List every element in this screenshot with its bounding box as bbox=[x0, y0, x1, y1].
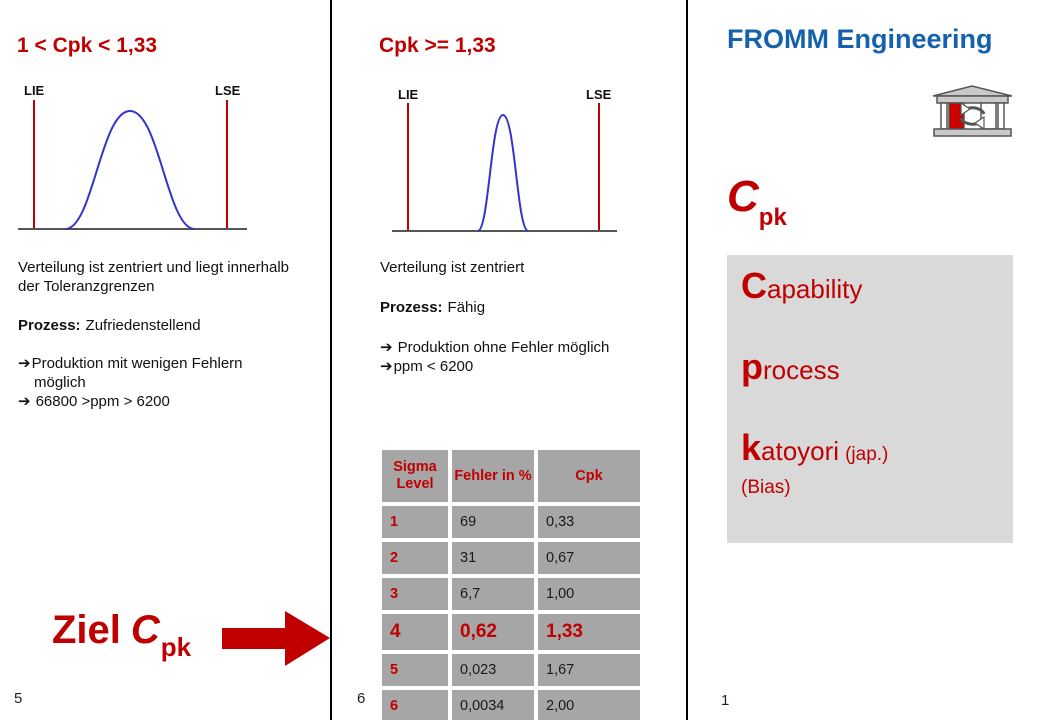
cell-fehler: 31 bbox=[452, 542, 534, 574]
process-label: Prozess: bbox=[380, 299, 443, 316]
cell-cpk: 1,33 bbox=[538, 614, 640, 650]
cell-sigma: 3 bbox=[382, 578, 448, 610]
slide-divider bbox=[686, 0, 688, 720]
cell-cpk: 0,67 bbox=[538, 542, 640, 574]
arrow-bullet-icon: ➔ bbox=[18, 355, 31, 372]
cpk-subscript: pk bbox=[758, 203, 787, 231]
bell-curve bbox=[65, 109, 195, 230]
cell-fehler: 0,62 bbox=[452, 614, 534, 650]
page-number: 1 bbox=[721, 692, 730, 709]
cell-sigma: 4 bbox=[382, 614, 448, 650]
bullet-line: ➔ppm < 6200 bbox=[380, 357, 609, 376]
arrow-bullet-icon: ➔ bbox=[380, 339, 393, 356]
right-arrow-icon bbox=[222, 611, 330, 666]
sigma-table: Sigma Level Fehler in % Cpk 1 69 0,33 2 … bbox=[378, 446, 644, 720]
arrow-bullet-icon: ➔ bbox=[18, 393, 31, 410]
bullet-line: ➔ Produktion ohne Fehler möglich bbox=[380, 338, 609, 357]
cell-fehler: 6,7 bbox=[452, 578, 534, 610]
cpk-title: Cpk bbox=[727, 172, 787, 229]
definition-panel: Capability process katoyori (jap.) (Bias) bbox=[727, 255, 1013, 543]
bullet-text: 66800 >ppm > 6200 bbox=[35, 393, 170, 410]
cell-cpk: 2,00 bbox=[538, 690, 640, 720]
cell-cpk: 1,67 bbox=[538, 654, 640, 686]
lse-label: LSE bbox=[586, 87, 612, 102]
bullet-line: ➔Produktion mit wenigen Fehlern bbox=[18, 354, 243, 373]
text-line: der Toleranzgrenzen bbox=[18, 278, 155, 295]
distribution-diagram-narrow: LIE LSE bbox=[392, 87, 617, 232]
cell-fehler: 0,0034 bbox=[452, 690, 534, 720]
middle-process-line: Prozess: Fähig bbox=[380, 298, 485, 317]
cpk-symbol: C bbox=[727, 172, 759, 221]
col-header-fehler: Fehler in % bbox=[452, 450, 534, 502]
cell-fehler: 0,023 bbox=[452, 654, 534, 686]
table-row: 3 6,7 1,00 bbox=[382, 578, 640, 610]
lie-label: LIE bbox=[398, 87, 419, 102]
cell-sigma: 2 bbox=[382, 542, 448, 574]
col-header-cpk: Cpk bbox=[538, 450, 640, 502]
cpk-symbol: C bbox=[130, 608, 160, 652]
cpk-subscript: pk bbox=[160, 632, 192, 662]
middle-bullets: ➔ Produktion ohne Fehler möglich ➔ppm < 6… bbox=[380, 338, 609, 376]
company-name: FROMM Engineering bbox=[727, 24, 993, 54]
cell-fehler: 69 bbox=[452, 506, 534, 538]
table-row-highlighted: 4 0,62 1,33 bbox=[382, 614, 640, 650]
process-value: Zufriedenstellend bbox=[85, 317, 201, 334]
definition-bias: (Bias) bbox=[741, 477, 791, 498]
slide-middle-title: Cpk >= 1,33 bbox=[379, 34, 496, 57]
goal-prefix: Ziel bbox=[52, 608, 121, 652]
table-header-row: Sigma Level Fehler in % Cpk bbox=[382, 450, 640, 502]
lie-label: LIE bbox=[24, 83, 45, 98]
lse-label: LSE bbox=[215, 83, 241, 98]
slide-divider bbox=[330, 0, 332, 720]
definition-capability: Capability bbox=[741, 265, 863, 306]
table-row: 6 0,0034 2,00 bbox=[382, 690, 640, 720]
cell-sigma: 5 bbox=[382, 654, 448, 686]
cell-cpk: 1,00 bbox=[538, 578, 640, 610]
bullet-continuation: möglich bbox=[34, 374, 86, 391]
distribution-diagram-wide: LIE LSE bbox=[18, 83, 247, 230]
left-bullets: ➔Produktion mit wenigen Fehlern möglich … bbox=[18, 354, 243, 411]
page-number: 5 bbox=[14, 690, 23, 707]
text-line: Verteilung ist zentriert und liegt inner… bbox=[18, 259, 289, 276]
col-header-sigma-level: Sigma Level bbox=[382, 450, 448, 502]
bullet-text: Produktion ohne Fehler möglich bbox=[397, 339, 610, 356]
goal-cpk-label: Ziel Cpk bbox=[52, 608, 191, 660]
table-row: 1 69 0,33 bbox=[382, 506, 640, 538]
bullet-text: ppm < 6200 bbox=[393, 358, 474, 375]
bullet-text: Produktion mit wenigen Fehlern bbox=[31, 355, 243, 372]
arrow-bullet-icon: ➔ bbox=[380, 358, 393, 375]
bullet-line: ➔ 66800 >ppm > 6200 bbox=[18, 392, 243, 411]
bell-curve bbox=[477, 113, 529, 232]
table-row: 5 0,023 1,67 bbox=[382, 654, 640, 686]
middle-paragraph-1: Verteilung ist zentriert bbox=[380, 259, 525, 276]
left-paragraph-1: Verteilung ist zentriert und liegt inner… bbox=[18, 258, 289, 296]
process-label: Prozess: bbox=[18, 317, 81, 334]
table-row: 2 31 0,67 bbox=[382, 542, 640, 574]
cell-cpk: 0,33 bbox=[538, 506, 640, 538]
definition-katoyori: katoyori (jap.) bbox=[741, 427, 889, 468]
cell-sigma: 6 bbox=[382, 690, 448, 720]
cell-sigma: 1 bbox=[382, 506, 448, 538]
slide-left-title: 1 < Cpk < 1,33 bbox=[17, 34, 158, 57]
page-number: 6 bbox=[357, 690, 366, 707]
fromm-temple-logo-icon bbox=[932, 85, 1013, 137]
katoyori-note: (jap.) bbox=[845, 444, 889, 465]
left-process-line: Prozess: Zufriedenstellend bbox=[18, 316, 201, 335]
process-value: Fähig bbox=[447, 299, 486, 316]
definition-process: process bbox=[741, 346, 840, 387]
